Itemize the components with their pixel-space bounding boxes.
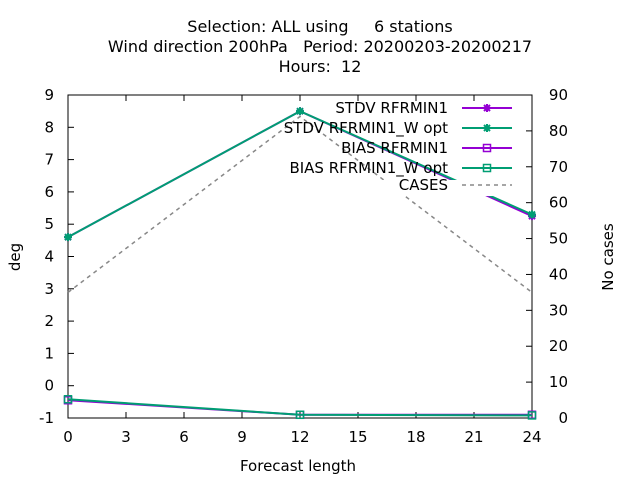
x-tick-label: 18 <box>406 428 425 446</box>
x-tick-label: 24 <box>522 428 541 446</box>
y2-tick-label: 70 <box>549 158 568 176</box>
y2-tick-label: 40 <box>549 265 568 283</box>
y-tick-label: 4 <box>44 248 54 266</box>
legend-label-5: CASES <box>399 176 448 194</box>
chart-title-line-1: Selection: ALL using 6 stations <box>187 17 453 36</box>
x-axis-label: Forecast length <box>240 457 356 475</box>
legend-background <box>288 180 518 196</box>
data-point-s2-0-d2 <box>64 233 72 241</box>
y-tick-label: 0 <box>44 377 54 395</box>
x-tick-label: 15 <box>348 428 367 446</box>
data-point-s2-2-d2 <box>528 210 536 219</box>
y2-tick-label: 50 <box>549 230 568 248</box>
y-tick-label: 7 <box>44 151 54 169</box>
y2-tick-label: 90 <box>549 86 568 104</box>
legend-label-1: STDV RFRMIN1 <box>335 99 448 117</box>
data-point-s4-2 <box>527 411 537 420</box>
y-tick-label: 1 <box>44 344 54 362</box>
y-tick-label: 5 <box>44 215 54 233</box>
y-tick-label: 2 <box>44 312 54 330</box>
legend-marker-4 <box>482 163 492 173</box>
series-line-5 <box>67 115 533 293</box>
y2-tick-label: 0 <box>558 409 568 427</box>
legend-label-3: BIAS RFRMIN1 <box>341 139 448 157</box>
y-tick-label: 9 <box>44 86 54 104</box>
data-point-s2-1 <box>296 107 304 116</box>
plot-frame <box>67 94 533 419</box>
x-tick-label: 12 <box>290 428 309 446</box>
series-layer <box>63 107 537 420</box>
ticks-layer: 0 3 6 9 12 15 18 21 24-1012345678901020304050607… <box>39 86 568 446</box>
data-point-s4-1 <box>295 410 305 420</box>
data-point-s2-1-d2 <box>296 107 304 115</box>
x-tick-label: 21 <box>464 428 483 446</box>
legend-marker-1 <box>483 104 491 112</box>
x-tick-label: 0 <box>63 428 73 446</box>
y2-axis-label: No cases <box>599 223 617 291</box>
legend-marker-1-d2 <box>483 104 491 112</box>
legend-label-4: BIAS RFRMIN1_W opt <box>289 159 448 178</box>
x-tick-label: 9 <box>237 428 247 446</box>
y2-tick-label: 20 <box>549 337 568 355</box>
y-tick-label: 3 <box>44 280 54 298</box>
legend-marker-2-d2 <box>483 124 491 132</box>
x-tick-label: 6 <box>179 428 189 446</box>
y2-tick-label: 10 <box>549 373 568 391</box>
legend-label-2: STDV RFRMIN1_W opt <box>284 119 448 138</box>
y2-tick-label: 60 <box>549 194 568 212</box>
y-tick-label: -1 <box>39 409 54 427</box>
chart-title-line-3: Hours: 12 <box>278 57 362 76</box>
data-point-s2-0 <box>64 233 72 242</box>
y-tick-label: 6 <box>44 183 54 201</box>
y2-tick-label: 30 <box>549 301 568 319</box>
legend-marker-3 <box>482 143 492 153</box>
legend-marker-2 <box>483 124 491 132</box>
data-point-s2-2 <box>528 210 536 219</box>
x-tick-label: 3 <box>121 428 131 446</box>
y2-tick-label: 80 <box>549 122 568 140</box>
y-tick-label: 8 <box>44 118 54 136</box>
data-point-s4-0 <box>63 395 73 404</box>
series-line-4 <box>67 398 533 417</box>
chart-title-line-2: Wind direction 200hPa Period: 20200203-2… <box>107 37 533 56</box>
y-axis-label: deg <box>6 243 24 271</box>
